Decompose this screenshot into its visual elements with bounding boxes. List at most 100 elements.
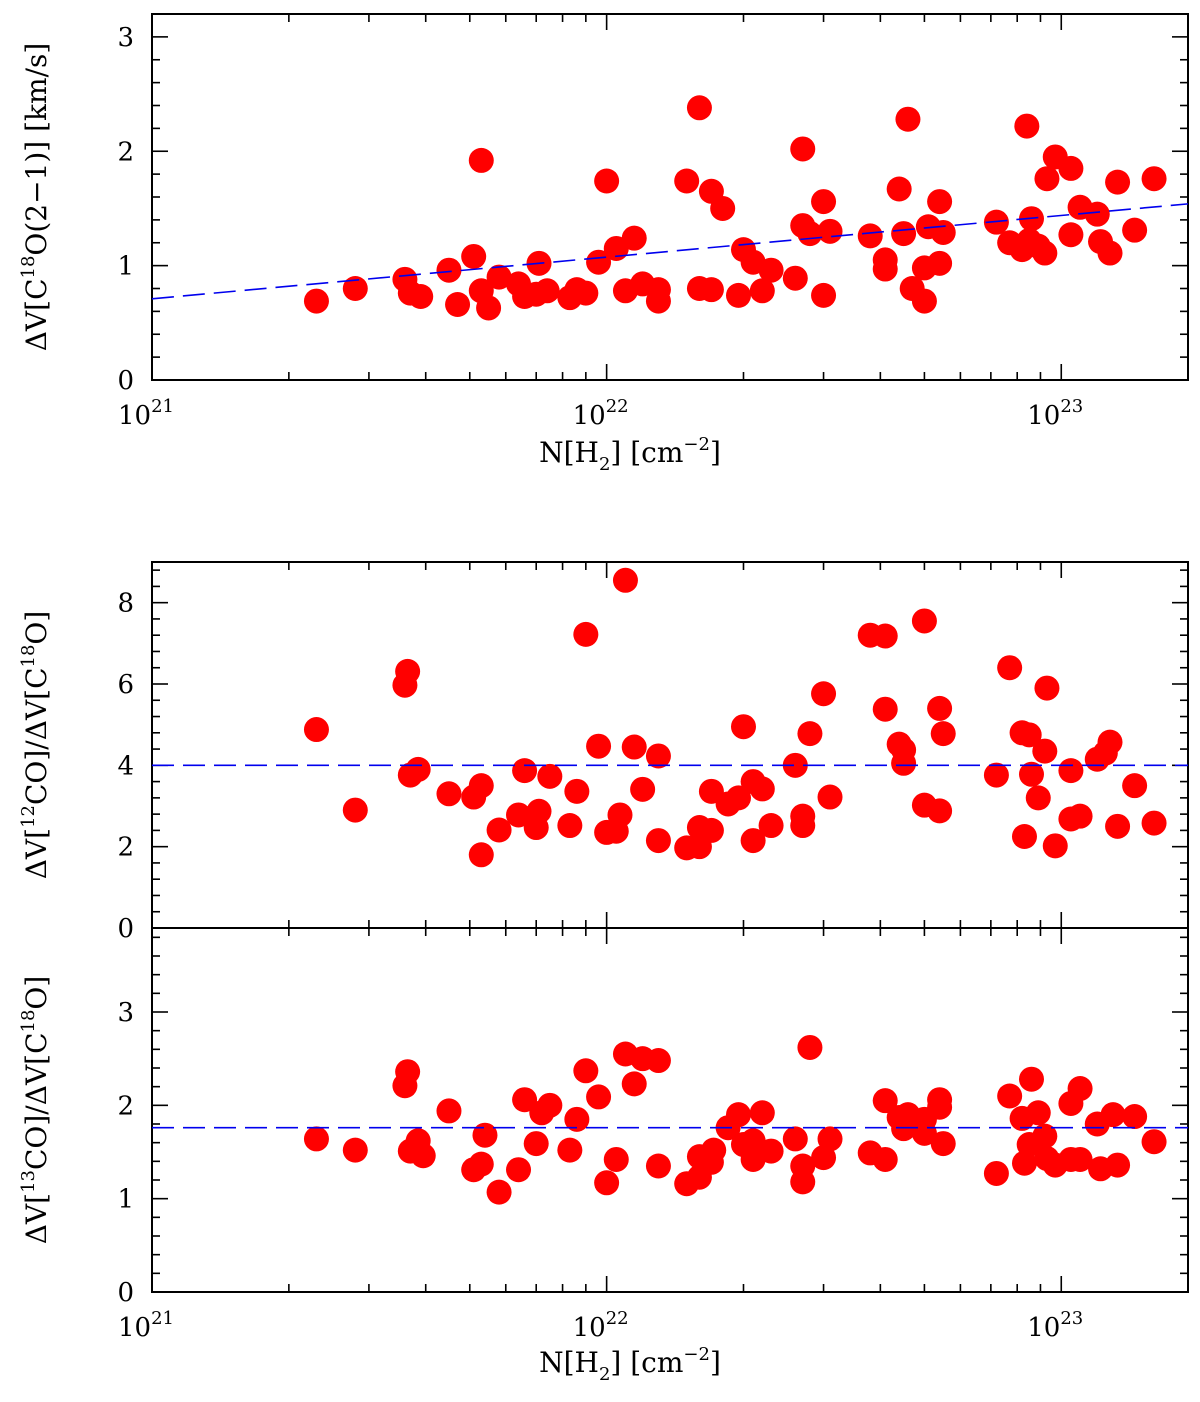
data-point: [410, 1143, 436, 1169]
panel-middle: 0 2 4 6 8 ΔV[12CO]/ΔV[C18O]: [18, 561, 1189, 944]
dashed-fit-line: [151, 203, 1189, 300]
data-point: [476, 295, 502, 321]
data-point: [1067, 803, 1093, 829]
data-point: [534, 278, 560, 304]
data-point: [1011, 824, 1037, 849]
data-point: [797, 721, 823, 747]
data-point: [1105, 813, 1131, 839]
y-tick-label: 4: [117, 751, 134, 781]
data-point: [725, 1102, 751, 1128]
data-point: [645, 743, 671, 769]
data-point: [506, 1157, 532, 1183]
data-point: [594, 1170, 620, 1196]
data-point: [537, 1092, 563, 1118]
series-points: [303, 1034, 1167, 1205]
data-point: [811, 282, 837, 308]
data-point: [983, 762, 1009, 788]
data-point: [872, 696, 898, 722]
y-tick-label: 8: [117, 589, 134, 619]
x-tick-label: 1023: [1027, 1308, 1083, 1343]
data-point: [698, 277, 724, 303]
data-point: [1097, 729, 1123, 755]
data-point: [927, 250, 953, 276]
data-point: [603, 1146, 629, 1172]
data-point: [1034, 675, 1060, 701]
data-point: [1014, 113, 1040, 139]
data-point: [930, 1131, 956, 1157]
data-point: [1011, 1150, 1037, 1176]
data-point: [486, 817, 512, 843]
data-point: [817, 784, 843, 810]
x-axis-label: N[H2] [cm−2]: [539, 434, 721, 475]
data-point: [1018, 1066, 1044, 1092]
data-point: [927, 798, 953, 824]
data-point: [395, 658, 421, 684]
data-point: [1016, 722, 1042, 748]
data-point: [1058, 758, 1084, 784]
data-point: [758, 813, 784, 839]
data-point: [927, 695, 953, 721]
data-point: [436, 781, 462, 807]
data-point: [486, 264, 512, 290]
data-point: [710, 195, 736, 221]
data-point: [1032, 240, 1058, 266]
y-tick-label: 0: [117, 914, 134, 944]
data-point: [468, 147, 494, 173]
data-point: [486, 1179, 512, 1205]
data-point: [645, 828, 671, 854]
y-tick-label: 2: [117, 833, 134, 863]
data-point: [758, 1138, 784, 1164]
data-point: [395, 1059, 421, 1085]
data-point: [557, 1137, 583, 1163]
data-point: [1025, 785, 1051, 811]
data-point: [1018, 761, 1044, 787]
data-point: [512, 758, 538, 784]
data-point: [891, 750, 917, 776]
data-point: [1141, 810, 1167, 836]
data-point: [1042, 833, 1068, 859]
data-point: [1025, 1100, 1051, 1126]
y-axis-label: ΔV[C18O(2−1)] [km/s]: [18, 43, 53, 352]
data-point: [817, 218, 843, 244]
data-point: [461, 243, 487, 269]
y-tick-label: 0: [117, 1278, 134, 1308]
data-point: [564, 1106, 590, 1132]
data-point: [1122, 217, 1148, 243]
plot-frame: [151, 13, 1189, 381]
data-point: [564, 778, 590, 804]
x-tick-label: 1022: [573, 396, 629, 431]
data-point: [1067, 1076, 1093, 1102]
data-point: [1122, 773, 1148, 799]
data-point: [573, 280, 599, 306]
data-point: [1058, 222, 1084, 248]
data-point: [1058, 155, 1084, 181]
data-point: [342, 276, 368, 301]
x-axis-label: N[H2] [cm−2]: [539, 1344, 721, 1385]
data-point: [405, 756, 431, 782]
y-tick-label: 1: [117, 1185, 134, 1215]
data-point: [811, 681, 837, 707]
x-tick-label: 1023: [1027, 396, 1083, 431]
y-tick-label: 2: [117, 1091, 134, 1121]
data-point: [749, 278, 775, 304]
data-point: [797, 1034, 823, 1060]
data-point: [607, 802, 633, 828]
data-point: [526, 798, 552, 824]
data-point: [872, 247, 898, 273]
data-point: [621, 1071, 647, 1097]
data-point: [303, 288, 329, 314]
data-point: [730, 714, 756, 740]
data-point: [872, 623, 898, 649]
x-tick-label: 1022: [573, 1308, 629, 1343]
y-axis-label: ΔV[12CO]/ΔV[C18O]: [18, 611, 53, 880]
y-axis-label: ΔV[13CO]/ΔV[C18O]: [18, 976, 53, 1245]
data-point: [891, 221, 917, 247]
data-point: [1141, 1129, 1167, 1155]
data-point: [782, 265, 808, 291]
data-point: [1097, 240, 1123, 266]
data-point: [790, 813, 816, 839]
data-point: [645, 277, 671, 303]
y-tick-label: 2: [117, 137, 134, 167]
data-point: [506, 802, 532, 828]
panel-bottom: 0 1 2 3 1021 1022 1023 N[H2] [cm−2] ΔV[13CO]/ΔV[…: [18, 927, 1189, 1385]
